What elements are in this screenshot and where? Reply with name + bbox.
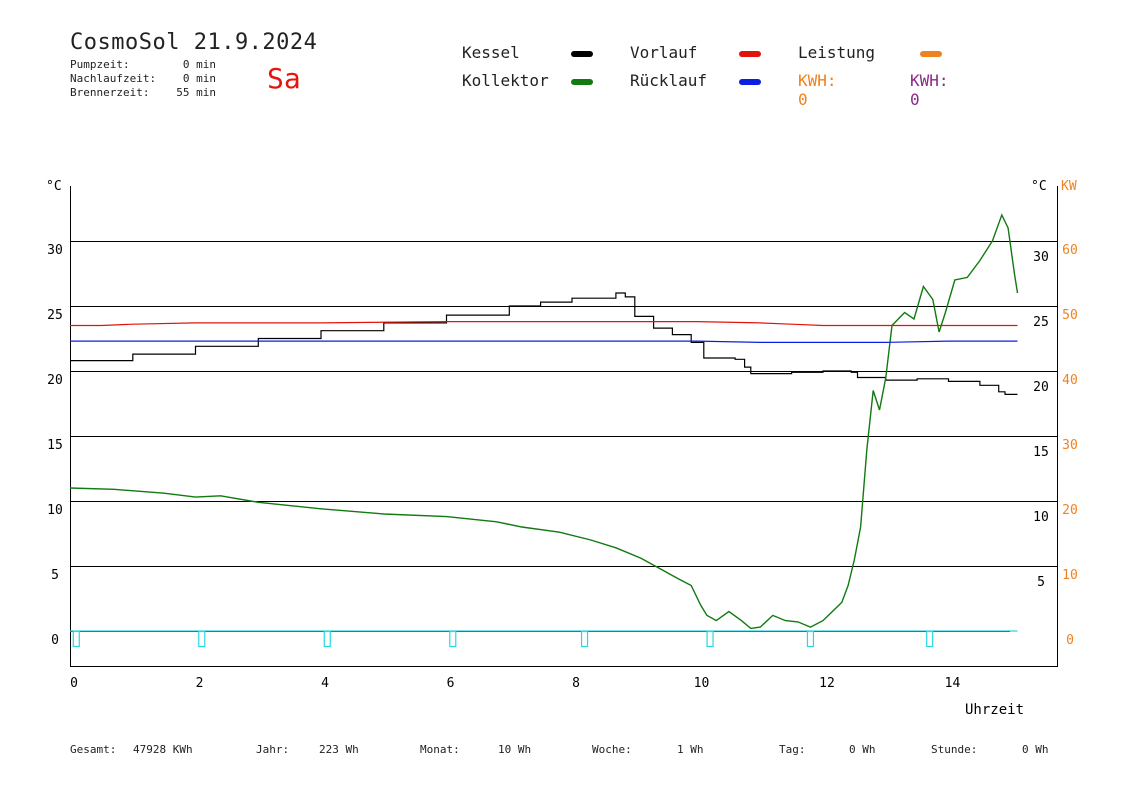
pump-time-row: Pumpzeit: 0 min — [70, 58, 216, 71]
y-right-kw-tick-label: 20 — [1062, 503, 1078, 518]
series-ruecklauf — [70, 340, 1018, 343]
legend-kollektor-label: Kollektor — [462, 71, 549, 90]
y-right-kw-tick-label: 0 — [1066, 633, 1074, 648]
pump-marker — [449, 630, 457, 648]
y-left-tick-label: 15 — [47, 438, 63, 453]
monat-value: 10 Wh — [498, 743, 532, 756]
gesamt-value: 47928 KWh — [133, 743, 193, 756]
pump-marker — [580, 630, 589, 648]
y-axis-left-unit: °C — [46, 179, 62, 194]
pump-time-value: 0 min — [182, 58, 216, 71]
nachlauf-time-row: Nachlaufzeit: 0 min — [70, 72, 216, 85]
y-left-tick-label: 25 — [47, 308, 63, 323]
legend-vorlauf-label: Vorlauf — [630, 43, 698, 62]
woche-label: Woche: — [592, 743, 632, 756]
stunde-value: 0 Wh — [1022, 743, 1049, 756]
y-left-tick-label: 5 — [51, 568, 59, 583]
y-right-c-tick-label: 20 — [1033, 380, 1049, 395]
y-right-c-tick-label: 10 — [1033, 510, 1049, 525]
pump-marker — [198, 630, 206, 648]
brenner-time-row: Brennerzeit: 55 min — [70, 86, 216, 99]
tick-labels: 0 5 10 15 20 25 30 5 10 15 20 25 30 0 10 20 30 40 50 60 0 2 4 6… — [47, 243, 1078, 691]
jahr-label: Jahr: — [256, 743, 290, 756]
y-left-tick-label: 30 — [47, 243, 63, 258]
x-tick-label: 14 — [945, 676, 961, 691]
y-axis-right-kw-unit: KW — [1061, 179, 1077, 194]
series-vorlauf — [70, 321, 1018, 327]
y-axis-right-c-unit: °C — [1031, 179, 1047, 194]
y-right-c-tick-label: 25 — [1033, 315, 1049, 330]
pump-marker — [72, 630, 80, 648]
legend-ruecklauf-label: Rücklauf — [630, 71, 708, 90]
y-left-tick-label: 20 — [47, 373, 63, 388]
tag-label: Tag: — [779, 743, 806, 756]
pump-time-label: Pumpzeit: — [70, 58, 130, 71]
y-right-c-tick-label: 5 — [1037, 575, 1045, 590]
legend-leistung-swatch — [920, 51, 942, 57]
x-tick-label: 10 — [694, 676, 710, 691]
brenner-time-value: 55 min — [176, 86, 216, 99]
pump-marker — [706, 630, 714, 648]
y-right-kw-tick-label: 50 — [1062, 308, 1078, 323]
y-right-kw-tick-label: 60 — [1062, 243, 1078, 258]
brenner-time-label: Brennerzeit: — [70, 86, 150, 99]
nachlauf-time-value: 0 min — [182, 72, 216, 85]
pump-marker — [323, 630, 331, 648]
legend-kessel-label: Kessel — [462, 43, 520, 62]
kwh-total-orange: KWH: 0 — [798, 71, 837, 109]
data-series — [69, 213, 1019, 632]
y-left-tick-label: 0 — [51, 633, 59, 648]
x-tick-label: 8 — [572, 676, 580, 691]
x-tick-label: 12 — [819, 676, 835, 691]
x-axis-label: Uhrzeit — [965, 702, 1024, 718]
page-title: CosmoSol 21.9.2024 — [70, 30, 318, 55]
weekday-label: Sa — [267, 62, 301, 95]
gesamt-label: Gesamt: — [70, 743, 117, 756]
series-kessel — [70, 292, 1018, 395]
tag-value: 0 Wh — [849, 743, 876, 756]
legend-vorlauf-swatch — [739, 51, 761, 57]
stunde-label: Stunde: — [931, 743, 978, 756]
legend-kollektor-swatch — [571, 79, 593, 85]
x-tick-label: 6 — [447, 676, 455, 691]
series-kollektor — [69, 213, 1019, 630]
y-right-kw-tick-label: 40 — [1062, 373, 1078, 388]
jahr-value: 223 Wh — [319, 743, 359, 756]
pump-markers — [72, 630, 934, 648]
y-right-kw-tick-label: 10 — [1062, 568, 1078, 583]
y-right-c-tick-label: 15 — [1033, 445, 1049, 460]
grid-lines — [70, 241, 1057, 632]
x-tick-label: 0 — [70, 676, 78, 691]
nachlauf-time-label: Nachlaufzeit: — [70, 72, 157, 85]
monat-label: Monat: — [420, 743, 460, 756]
kwh-total-purple: KWH: 0 — [910, 71, 949, 109]
legend-kessel-swatch — [571, 51, 593, 57]
y-left-tick-label: 10 — [47, 503, 63, 518]
y-right-kw-tick-label: 30 — [1062, 438, 1078, 453]
pump-marker — [926, 630, 934, 648]
axes — [70, 186, 1058, 667]
pump-marker — [806, 630, 815, 648]
legend-leistung-label: Leistung — [798, 43, 876, 62]
x-tick-label: 4 — [321, 676, 329, 691]
woche-value: 1 Wh — [677, 743, 704, 756]
x-tick-label: 2 — [196, 676, 204, 691]
y-right-c-tick-label: 30 — [1033, 250, 1049, 265]
legend-ruecklauf-swatch — [739, 79, 761, 85]
